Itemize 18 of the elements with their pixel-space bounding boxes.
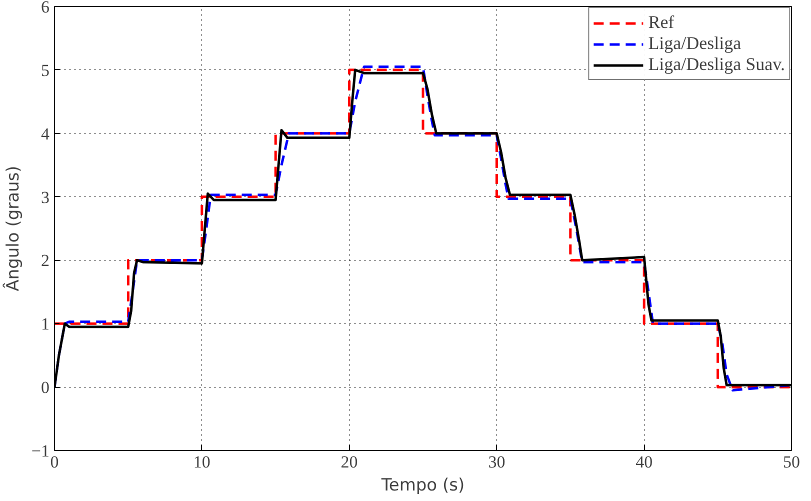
y-tick-label: −1 (31, 442, 50, 460)
x-tick-label: 30 (488, 452, 506, 472)
x-tick-label: 10 (193, 452, 210, 472)
y-tick-label: 3 (41, 188, 50, 207)
legend-label: Liga/Desliga (648, 33, 742, 54)
legend-label: Liga/Desliga Suav. (648, 54, 785, 75)
x-tick-label: 50 (783, 452, 800, 472)
y-tick-label: 4 (41, 124, 50, 144)
legend-label: Ref (648, 12, 674, 33)
x-tick-label: 40 (636, 452, 653, 472)
y-tick-label: 6 (41, 0, 50, 16)
y-axis-title: Ângulo (graus) (2, 166, 24, 292)
y-tick-label: 5 (41, 60, 50, 80)
x-tick-label: 20 (340, 452, 358, 472)
y-tick-label: 0 (41, 378, 50, 398)
y-tick-label: 2 (41, 251, 50, 270)
y-tick-label: 1 (41, 314, 50, 334)
x-axis-title: Tempo (s) (380, 476, 465, 496)
